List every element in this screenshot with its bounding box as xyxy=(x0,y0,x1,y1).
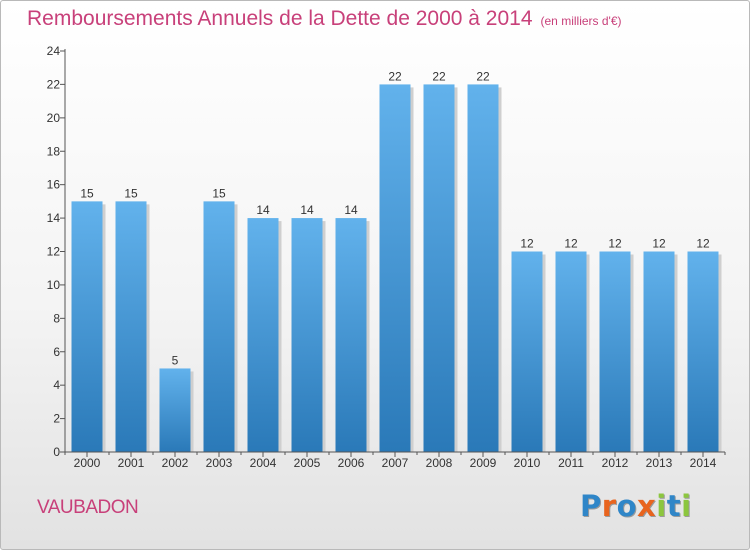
x-tick-label: 2000 xyxy=(74,456,101,470)
data-label: 12 xyxy=(564,237,578,251)
x-axis: 2000 2001 2002 2003 2004 2005 2006 2007 2008 2009… xyxy=(64,451,726,470)
x-tick-label: 2012 xyxy=(602,456,629,470)
data-label: 14 xyxy=(256,203,270,217)
bar xyxy=(555,251,587,452)
bar xyxy=(643,251,675,452)
data-label: 12 xyxy=(608,237,622,251)
chart-subtitle: (en milliers d'€) xyxy=(540,14,622,28)
x-tick-label: 2010 xyxy=(514,456,541,470)
chart-title: Remboursements Annuels de la Dette de 20… xyxy=(27,7,622,31)
y-tick-label: 14 xyxy=(47,211,61,225)
x-tick-label: 2006 xyxy=(338,456,365,470)
x-tick-label: 2002 xyxy=(162,456,189,470)
data-label: 15 xyxy=(212,186,226,200)
x-tick-label: 2009 xyxy=(470,456,497,470)
y-tick-label: 22 xyxy=(47,77,61,91)
x-tick-label: 2007 xyxy=(382,456,409,470)
data-label: 5 xyxy=(172,353,179,367)
bars: 15 15 5 15 14 14 14 22 22 22 12 12 12 12 12 xyxy=(71,69,722,453)
y-tick-label: 18 xyxy=(47,144,61,158)
logo-letter: i xyxy=(681,489,692,523)
bar xyxy=(511,251,543,452)
x-tick-label: 2014 xyxy=(690,456,717,470)
bar xyxy=(115,201,147,452)
y-tick-label: 12 xyxy=(47,245,61,259)
y-tick-label: 2 xyxy=(53,412,60,426)
x-tick-label: 2013 xyxy=(646,456,673,470)
bar xyxy=(467,84,499,453)
y-tick-label: 8 xyxy=(53,311,60,325)
y-tick-label: 0 xyxy=(53,445,60,459)
proxiti-logo[interactable]: Proxiti xyxy=(580,489,692,523)
bar xyxy=(203,201,235,452)
bar xyxy=(335,218,367,452)
data-label: 14 xyxy=(300,203,314,217)
y-tick-label: 16 xyxy=(47,178,61,192)
logo-letter: o xyxy=(616,489,638,523)
x-tick-label: 2003 xyxy=(206,456,233,470)
bar xyxy=(247,218,279,452)
x-tick-label: 2008 xyxy=(426,456,453,470)
logo-letter: r xyxy=(601,489,617,523)
x-tick-label: 2001 xyxy=(118,456,145,470)
bar xyxy=(687,251,719,452)
y-tick-label: 20 xyxy=(47,111,61,125)
bar xyxy=(71,201,103,452)
bar xyxy=(291,218,323,452)
y-tick-label: 10 xyxy=(47,278,61,292)
chart-title-text: Remboursements Annuels de la Dette de 20… xyxy=(27,7,533,30)
data-label: 15 xyxy=(124,186,138,200)
data-label: 12 xyxy=(696,237,710,251)
data-label: 22 xyxy=(388,69,402,83)
logo-letter: t xyxy=(666,489,682,523)
x-tick-label: 2011 xyxy=(558,456,584,470)
data-label: 15 xyxy=(80,186,94,200)
data-label: 22 xyxy=(476,69,490,83)
place-name: VAUBADON xyxy=(37,497,139,518)
bar xyxy=(599,251,631,452)
bar xyxy=(159,368,191,452)
bar xyxy=(379,84,411,453)
data-label: 22 xyxy=(432,69,446,83)
logo-letter: P xyxy=(580,489,602,523)
logo-letter: x xyxy=(637,489,657,523)
data-label: 12 xyxy=(520,237,534,251)
x-tick-label: 2005 xyxy=(294,456,321,470)
y-tick-label: 24 xyxy=(47,44,61,58)
x-tick-label: 2004 xyxy=(250,456,277,470)
logo-letter: i xyxy=(656,489,667,523)
y-tick-label: 4 xyxy=(53,378,60,392)
bar xyxy=(423,84,455,453)
y-tick-label: 6 xyxy=(53,345,60,359)
data-label: 12 xyxy=(652,237,666,251)
data-label: 14 xyxy=(344,203,358,217)
